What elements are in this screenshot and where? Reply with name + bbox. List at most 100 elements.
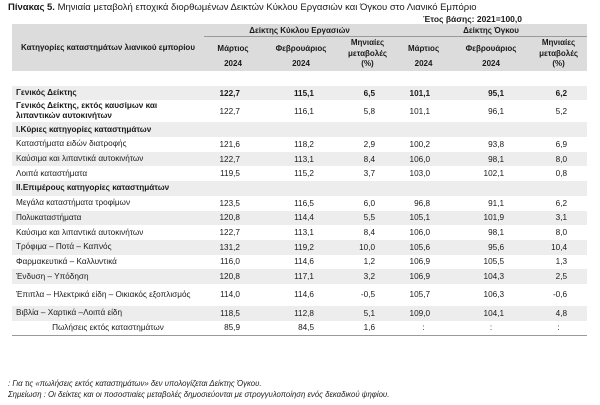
section-row: Ι.Κύριες κατηγορίες καταστημάτων — [12, 122, 588, 138]
cell: 131,2 — [204, 239, 262, 255]
table-row: Ένδυση – Υπόδηση 120,8 117,1 3,2 106,9 1… — [12, 269, 588, 284]
cell: 10,4 — [530, 239, 588, 255]
col-feb-volume: Φεβρουάριος — [452, 36, 531, 59]
table-row: Φαρμακευτικά – Καλλυντικά 116,0 114,6 1,… — [12, 255, 587, 270]
cell: 105,6 — [395, 239, 453, 255]
row-label: Μεγάλα καταστήματα τροφίμων — [16, 198, 131, 208]
cell: 120,8 — [204, 210, 262, 226]
cell: 6,5 — [340, 85, 396, 101]
col-change-volume: Μηνιαίες μεταβολές — [530, 36, 588, 59]
row-label: Γενικός Δείκτης — [12, 85, 204, 101]
cell: 118,5 — [204, 305, 262, 321]
cell: 106,9 — [409, 257, 431, 267]
cell: : — [530, 320, 588, 336]
cell: 2,9 — [363, 139, 376, 149]
cell: 5,2 — [555, 106, 568, 116]
cell: 123,5 — [219, 198, 241, 208]
col-year-3: 2024 — [395, 59, 453, 71]
cell: 93,8 — [488, 139, 505, 149]
cell: 116,5 — [294, 198, 314, 208]
cell: 121,6 — [219, 139, 241, 149]
cell: 95,6 — [452, 239, 531, 255]
cell: 118,2 — [294, 139, 314, 149]
cell: 103,0 — [409, 169, 431, 179]
cell: 5,1 — [340, 305, 396, 321]
table-row: Μεγάλα καταστήματα τροφίμων 123,5 116,5 … — [12, 196, 587, 211]
row-label: Καύσιμα και λιπαντικά αυτοκινήτων — [12, 151, 204, 167]
cell: 8,0 — [555, 228, 568, 238]
cell: 106,9 — [395, 269, 453, 284]
cell: 8,4 — [340, 151, 396, 167]
cell: 116,1 — [294, 106, 314, 116]
cell: 6,0 — [363, 198, 376, 208]
table-row: Πωλήσεις εκτός καταστημάτων 85,9 84,5 1,… — [12, 320, 588, 336]
col-year-4: 2024 — [452, 59, 531, 71]
cell: 116,0 — [220, 257, 240, 267]
footnote-volume: : Για τις «πωλήσεις εκτός καταστημάτων» … — [8, 379, 262, 388]
cell: : — [452, 320, 531, 336]
cell: 5,8 — [363, 106, 376, 116]
row-label: Τρόφιμα – Ποτά – Καπνός — [12, 239, 204, 255]
cell: 106,0 — [395, 151, 453, 167]
col-march-volume: Μάρτιος — [395, 36, 453, 59]
category-header: Κατηγορίες καταστημάτων λιανικού εμπορίο… — [12, 24, 204, 71]
row-label: Έπιπλα – Ηλεκτρικά είδη – Οικιακός εξοπλ… — [16, 289, 191, 299]
cell: 100,2 — [409, 139, 431, 149]
table-row: Τρόφιμα – Ποτά – Καπνός 131,2 119,2 10,0… — [12, 239, 588, 255]
cell: 6,2 — [555, 198, 568, 208]
cell: -0,5 — [360, 290, 376, 300]
cell: 10,0 — [340, 239, 396, 255]
cell: 1,6 — [340, 320, 396, 336]
table-row: Καύσιμα και λιπαντικά αυτοκινήτων 122,7 … — [12, 225, 587, 240]
cell: 106,0 — [409, 228, 431, 238]
cell: 104,1 — [452, 305, 531, 321]
cell: 112,8 — [262, 305, 340, 321]
row-label: Γενικός Δείκτης, εκτός καυσίμων και λιπα… — [16, 101, 158, 121]
row-label: Καύσιμα και λιπαντικά αυτοκινήτων — [16, 227, 144, 237]
cell: 6,9 — [555, 139, 568, 149]
row-label: Λοιπά καταστήματα — [16, 168, 88, 178]
cell: 109,0 — [395, 305, 453, 321]
cell: 101,9 — [452, 210, 531, 226]
cell: 98,1 — [488, 228, 505, 238]
footnote-rounding: Σημείωση : Οι δείκτες και οι ποσοστιαίες… — [8, 390, 390, 399]
table-body: Γενικός Δείκτης 122,7 115,1 6,5 101,1 95… — [12, 71, 588, 336]
cell: 6,2 — [530, 85, 588, 101]
col-year-1: 2024 — [204, 59, 262, 71]
section-label: ΙΙ.Επιμέρους κατηγορίες καταστημάτων — [12, 181, 588, 196]
volume-index-header: Δείκτης Όγκου — [395, 24, 588, 37]
cell: 101,1 — [409, 106, 431, 116]
cell: 105,5 — [483, 257, 505, 267]
cell: 3,1 — [530, 210, 588, 226]
table-row: Λοιπά καταστήματα 119,5 115,2 3,7 103,0 … — [12, 166, 587, 181]
row-label: Βιβλία – Χαρτικά –Λοιπά είδη — [12, 305, 204, 321]
section-label: Ι.Κύριες κατηγορίες καταστημάτων — [12, 122, 588, 138]
cell: 101,1 — [395, 85, 453, 101]
cell: 2,5 — [530, 269, 588, 284]
cell: 119,2 — [262, 239, 340, 255]
cell: 122,7 — [219, 228, 241, 238]
table-row: Έπιπλα – Ηλεκτρικά είδη – Οικιακός εξοπλ… — [12, 284, 587, 306]
row-label: Ένδυση – Υπόδηση — [12, 269, 204, 284]
cell: 1,2 — [363, 257, 376, 267]
cell: 85,9 — [204, 320, 262, 336]
cell: 114,6 — [294, 257, 314, 267]
cell: 119,5 — [220, 169, 240, 179]
col-pct-1: (%) — [340, 59, 396, 71]
cell: 91,1 — [488, 198, 505, 208]
cell: 5,5 — [340, 210, 396, 226]
cell: 95,1 — [452, 85, 531, 101]
cell: 0,8 — [555, 169, 568, 179]
retail-index-table: Κατηγορίες καταστημάτων λιανικού εμπορίο… — [12, 24, 588, 336]
turnover-index-header: Δείκτης Κύκλου Εργασιών — [204, 24, 396, 37]
cell: 4,8 — [530, 305, 588, 321]
cell: 8,4 — [363, 228, 376, 238]
base-year-note: Έτος βάσης: 2021=100,0 — [423, 14, 522, 24]
cell: 115,2 — [294, 169, 314, 179]
cell: 113,1 — [294, 228, 314, 238]
cell: 114,6 — [294, 290, 314, 300]
cell: 122,7 — [204, 151, 262, 167]
col-pct-2: (%) — [530, 59, 588, 71]
cell: 1,3 — [555, 257, 568, 267]
col-feb-turnover: Φεβρουάριος — [262, 36, 340, 59]
